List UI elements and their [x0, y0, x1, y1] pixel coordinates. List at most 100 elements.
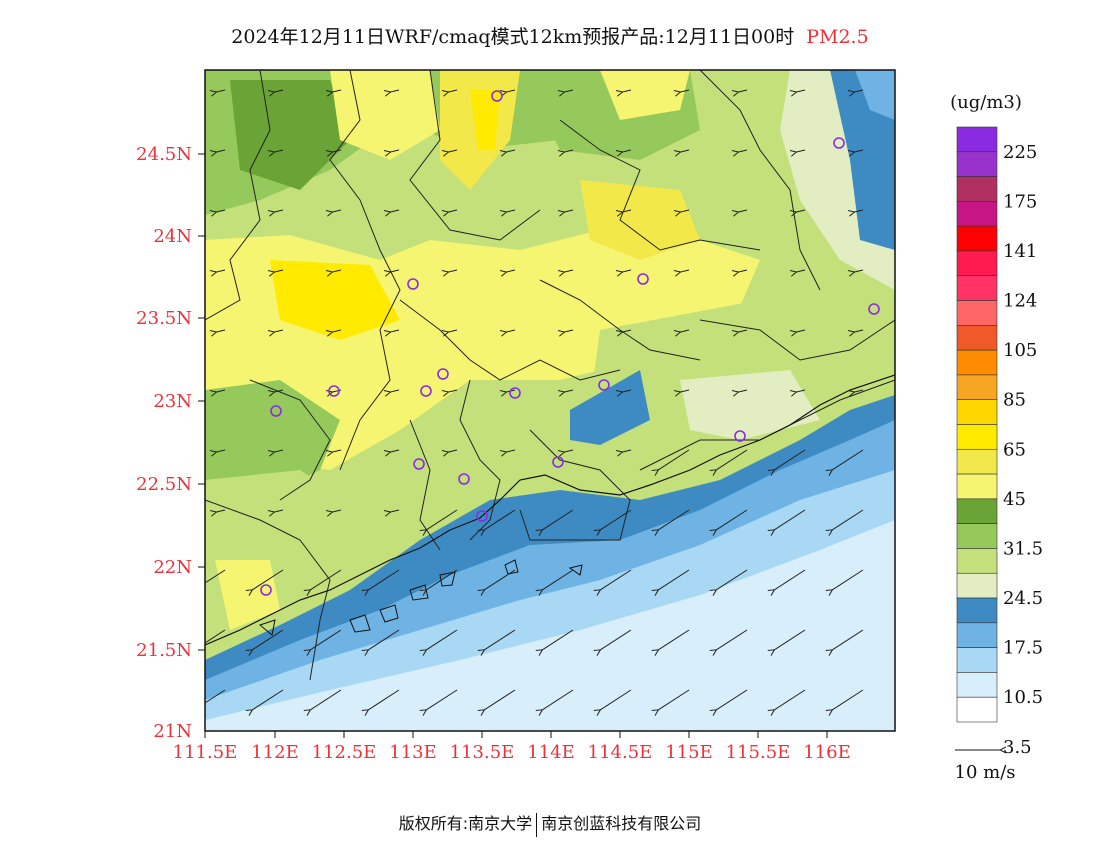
lat-label: 21N — [153, 721, 192, 742]
wind-arrow — [391, 389, 400, 392]
wind-arrow — [623, 209, 632, 212]
wind-arrow — [484, 629, 516, 650]
wind-arrow — [217, 389, 226, 392]
wind-arrow — [426, 569, 458, 590]
wind-arrow — [600, 569, 632, 590]
circle-marker-icon — [476, 510, 488, 522]
circle-marker-icon — [868, 303, 880, 315]
wind-arrow — [217, 329, 226, 332]
wind-arrow — [368, 689, 400, 710]
circle-marker-icon — [420, 385, 432, 397]
legend-swatch — [956, 201, 998, 227]
circle-marker-icon — [407, 278, 419, 290]
wind-arrow — [426, 689, 458, 710]
wind-arrow — [855, 89, 864, 92]
wind-arrow — [658, 629, 690, 650]
copyright-left: 版权所有:南京大学 — [398, 814, 533, 833]
lat-label: 24.5N — [136, 144, 192, 165]
wind-arrow — [565, 449, 574, 452]
wind-arrow — [542, 689, 574, 710]
wind-arrow — [333, 449, 342, 452]
wind-arrow — [832, 569, 864, 590]
wind-arrow — [449, 449, 458, 452]
wind-arrow — [217, 209, 226, 212]
legend-label: 105 — [1003, 340, 1037, 361]
wind-arrow — [449, 149, 458, 152]
wind-arrow — [217, 149, 226, 152]
wind-arrow — [217, 449, 226, 452]
legend-label: 3.5 — [1003, 737, 1032, 758]
circle-marker-icon — [637, 273, 649, 285]
lon-label: 112E — [251, 742, 299, 763]
wind-arrow — [855, 149, 864, 152]
wind-arrow — [681, 389, 690, 392]
wind-arrow — [205, 569, 226, 584]
wind-arrow — [623, 89, 632, 92]
wind-arrow — [368, 629, 400, 650]
wind-arrow — [623, 389, 632, 392]
wind-arrow — [681, 269, 690, 272]
copyright-right: 南京创蓝科技有限公司 — [541, 814, 702, 833]
wind-arrow — [484, 509, 516, 530]
wind-arrow — [623, 269, 632, 272]
wind-arrow — [310, 629, 342, 650]
wind-arrow — [855, 389, 864, 392]
wind-arrow — [507, 209, 516, 212]
legend-label: 45 — [1003, 489, 1026, 510]
legend-swatch — [956, 399, 998, 425]
title-pollutant: PM2.5 — [806, 26, 869, 48]
wind-arrow — [310, 689, 342, 710]
wind-arrow — [681, 89, 690, 92]
wind-arrow — [774, 689, 806, 710]
wind-arrow — [739, 329, 748, 332]
circle-marker-icon — [509, 387, 521, 399]
wind-arrow — [333, 509, 342, 512]
wind-arrow — [623, 449, 632, 452]
wind-arrow — [716, 689, 748, 710]
wind-arrow — [797, 329, 806, 332]
wind-arrow — [797, 149, 806, 152]
wind-arrow — [565, 209, 574, 212]
wind-arrow — [391, 449, 400, 452]
legend-swatch — [956, 473, 998, 500]
axis-ticks — [198, 153, 828, 738]
wind-arrow — [275, 329, 284, 332]
wind-arrow — [507, 329, 516, 332]
wind-arrow — [333, 329, 342, 332]
wind-arrow — [484, 569, 516, 590]
islands — [258, 559, 583, 636]
wind-vectors — [205, 89, 864, 710]
lat-label: 22N — [153, 557, 192, 578]
wind-arrow — [542, 509, 574, 530]
wind-arrow — [542, 569, 574, 590]
wind-arrow — [205, 689, 226, 704]
wind-arrow — [600, 629, 632, 650]
legend-label: 65 — [1003, 439, 1026, 460]
wind-arrow — [310, 569, 342, 590]
circle-marker-icon — [413, 458, 425, 470]
wind-arrow — [832, 449, 864, 470]
lon-label: 114E — [527, 742, 575, 763]
lat-label: 21.5N — [136, 640, 192, 661]
legend-label: 31.5 — [1003, 538, 1043, 559]
wind-arrow — [600, 509, 632, 530]
lon-label: 113.5E — [450, 742, 515, 763]
legend-swatch — [956, 151, 998, 177]
wind-arrow — [542, 629, 574, 650]
wind-arrow — [484, 689, 516, 710]
wind-arrow — [507, 449, 516, 452]
wind-arrow — [368, 569, 400, 590]
wind-arrow — [832, 509, 864, 530]
legend-labels: 225 175 141 124 105 85 65 45 31.5 24.5 17.5 10.5 3.5 — [1003, 142, 1043, 758]
wind-arrow — [716, 509, 748, 530]
wind-arrow — [565, 329, 574, 332]
wind-arrow — [252, 569, 284, 590]
wind-arrow — [391, 149, 400, 152]
legend-unit: (ug/m3) — [950, 92, 1022, 113]
wind-arrow — [565, 89, 574, 92]
legend-label: 141 — [1003, 241, 1037, 262]
legend-swatch — [956, 349, 998, 376]
wind-arrow — [716, 449, 748, 470]
circle-marker-icon — [734, 430, 746, 442]
lon-label: 114.5E — [588, 742, 653, 763]
